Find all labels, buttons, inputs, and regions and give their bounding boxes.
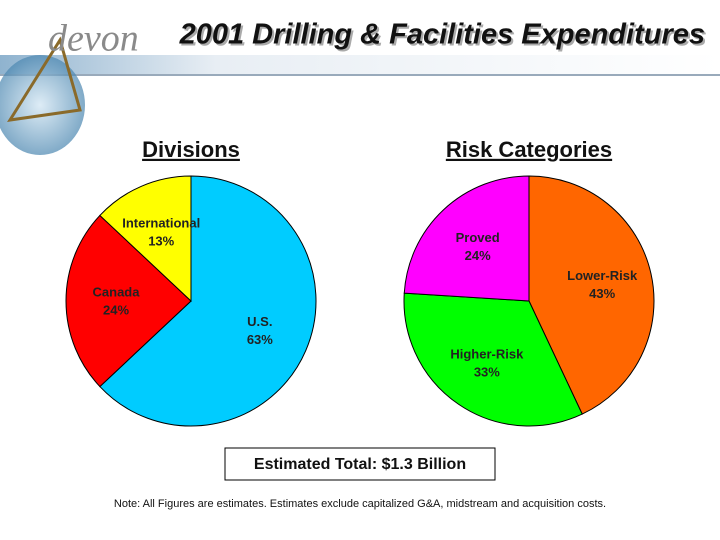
total: Estimated Total: $1.3 Billion [254,456,466,473]
sextant-icon [7,36,82,122]
note: Note: All Figures are estimates. Estimat… [114,498,606,510]
pie-slice [528,175,655,415]
title-shadow: 2001 Drilling & Facilities Expenditures [181,21,707,53]
slice-label: Proved [456,230,500,245]
header-band [0,55,720,75]
slice-value: 63% [247,332,273,347]
slide-title: 2001 Drilling & Facilities Expenditures [179,19,705,51]
slice-value: 43% [589,286,615,301]
pie-slice [65,214,192,388]
logo-graphic [0,55,85,155]
slice-value: 24% [103,302,129,317]
slice-value: 13% [148,234,174,249]
pie-slice [403,292,583,427]
slice-value: 24% [465,248,491,263]
pie-title: Risk Categories [446,137,612,162]
pie-slice [403,175,530,302]
total-box [224,447,496,481]
slice-label: International [122,216,200,231]
slice-label: Lower-Risk [567,268,638,283]
slice-label: Canada [93,284,141,299]
logo: devon [48,18,139,60]
slice-value: 33% [474,364,500,379]
slice-label: Higher-Risk [450,346,524,361]
pie-title: Divisions [142,137,240,162]
slice-label: U.S. [247,314,272,329]
pie-slice [99,175,317,427]
pie-slice [99,175,192,303]
